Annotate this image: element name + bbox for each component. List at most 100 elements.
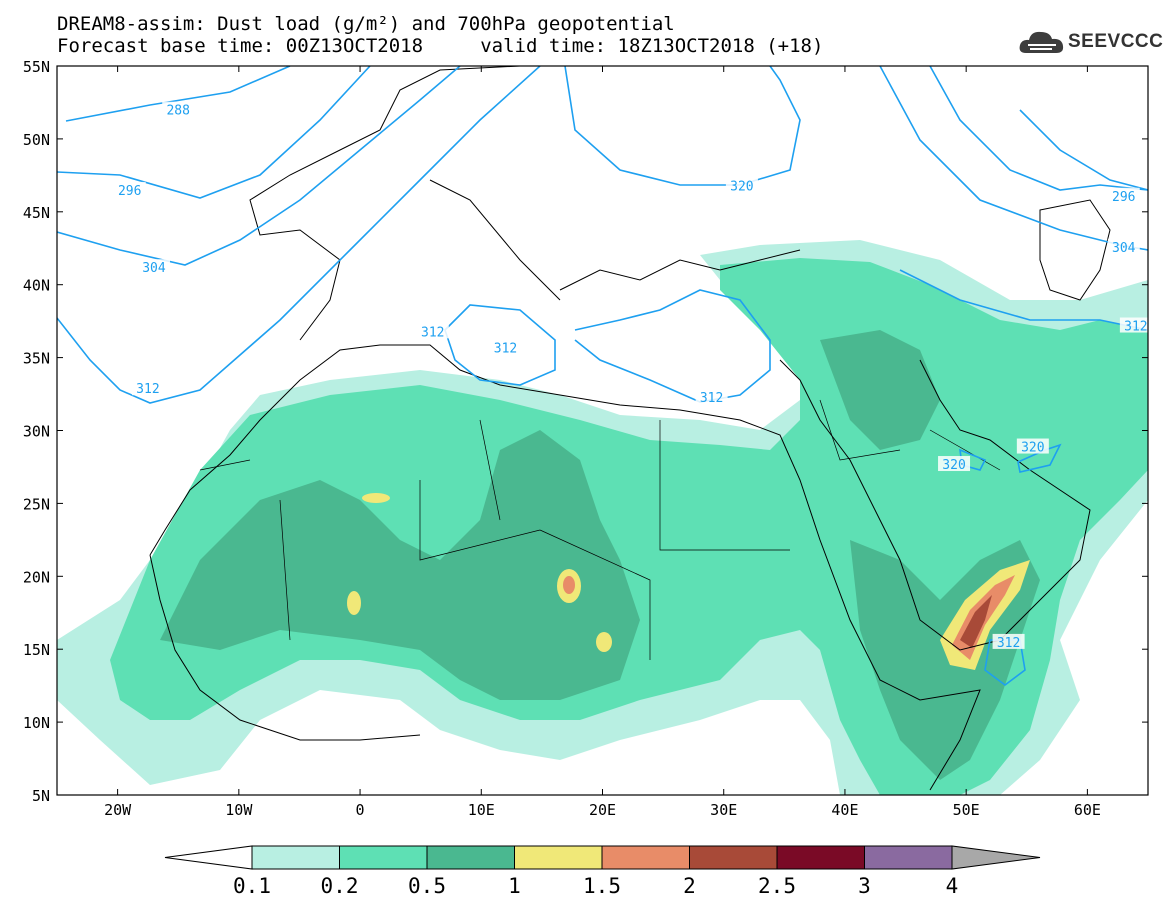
colorbar-label: 2 bbox=[683, 874, 696, 898]
cloud-icon bbox=[1019, 31, 1064, 53]
forecast-time-line: Forecast base time: 00Z13OCT2018 valid t… bbox=[57, 35, 824, 57]
contour-label: 320 bbox=[942, 458, 965, 473]
contour-label-bg bbox=[695, 388, 728, 404]
lon-label: 20E bbox=[589, 801, 616, 819]
contour-line bbox=[57, 66, 461, 266]
contour-label-bg bbox=[489, 339, 522, 355]
geopotential-contours bbox=[57, 66, 1148, 686]
contour-label-bg bbox=[1107, 187, 1140, 203]
colorbar-labels: 0.1 0.2 0.5 1 1.5 2 2.5 3 4 bbox=[233, 874, 958, 898]
lon-label: 0 bbox=[356, 801, 365, 819]
contour-label: 312 bbox=[421, 325, 444, 340]
lat-label: 5N bbox=[32, 787, 50, 805]
colorbar-swatch bbox=[514, 845, 603, 870]
contour-line bbox=[574, 289, 771, 403]
contour-label: 312 bbox=[700, 391, 723, 406]
contour-line bbox=[57, 66, 371, 199]
dust-fill-layer bbox=[57, 240, 1148, 795]
lon-label: 40E bbox=[831, 801, 858, 819]
dust-hotspot-orange bbox=[563, 576, 575, 594]
contour-label-bg bbox=[1107, 238, 1140, 254]
contour-label-bg bbox=[1119, 317, 1152, 333]
contour-label-bg bbox=[113, 181, 146, 197]
coastline-arabia bbox=[779, 359, 1091, 651]
colorbar-swatch bbox=[864, 845, 953, 870]
lat-label: 55N bbox=[23, 58, 50, 76]
lon-label: 60E bbox=[1074, 801, 1101, 819]
coastline-caspian bbox=[1039, 199, 1111, 301]
contour-label-bg bbox=[131, 380, 164, 396]
lon-label: 20W bbox=[104, 801, 132, 819]
contour-label-bg bbox=[1016, 438, 1049, 454]
colorbar-label: 1.5 bbox=[583, 874, 621, 898]
contour-line bbox=[57, 66, 541, 404]
contour-label: 312 bbox=[1124, 320, 1147, 335]
colorbar-swatches bbox=[164, 845, 1041, 870]
lat-label: 30N bbox=[23, 423, 50, 441]
contour-label: 296 bbox=[118, 184, 141, 199]
seevccc-logo: SEEVCCC bbox=[1018, 27, 1163, 57]
lat-label: 50N bbox=[23, 131, 50, 149]
lon-label: 30E bbox=[710, 801, 737, 819]
dust-region-dark bbox=[160, 430, 640, 700]
coastline-west-africa bbox=[149, 554, 421, 741]
lon-label: 10E bbox=[468, 801, 495, 819]
axis-ticks bbox=[57, 65, 1148, 796]
colorbar-over-arrow bbox=[951, 845, 1041, 870]
contour-label: 320 bbox=[1021, 441, 1044, 456]
contour-label: 312 bbox=[997, 636, 1020, 651]
dust-hotspot-yellow bbox=[347, 591, 361, 615]
colorbar-label: 3 bbox=[858, 874, 871, 898]
contour-line bbox=[1019, 109, 1148, 191]
map-title: DREAM8-assim: Dust load (g/m²) and 700hP… bbox=[57, 13, 675, 35]
lon-label: 50E bbox=[953, 801, 980, 819]
lat-label: 20N bbox=[23, 568, 50, 586]
colorbar-label: 4 bbox=[946, 874, 959, 898]
logo-text: SEEVCCC bbox=[1068, 31, 1164, 52]
contour-line bbox=[899, 269, 1148, 331]
colorbar-swatch bbox=[251, 845, 340, 870]
lat-label: 40N bbox=[23, 277, 50, 295]
colorbar-label: 0.5 bbox=[408, 874, 446, 898]
colorbar-swatch bbox=[601, 845, 690, 870]
dust-hotspot-yellow bbox=[362, 493, 390, 503]
colorbar-label: 0.2 bbox=[321, 874, 359, 898]
colorbar-swatch bbox=[776, 845, 865, 870]
colorbar-label: 0.1 bbox=[233, 874, 271, 898]
contour-label-bg bbox=[725, 177, 758, 193]
contour-line bbox=[929, 66, 1148, 191]
lat-label: 45N bbox=[23, 204, 50, 222]
contour-label: 312 bbox=[136, 382, 159, 397]
latitude-labels: 55N 50N 45N 40N 35N 30N 25N 20N 15N 10N 5N bbox=[23, 58, 50, 805]
contour-label: 288 bbox=[166, 104, 189, 119]
lat-label: 35N bbox=[23, 350, 50, 368]
dust-hotspot-yellow bbox=[596, 632, 612, 652]
contour-label-bg bbox=[416, 323, 449, 339]
contour-label: 304 bbox=[1112, 241, 1136, 256]
contour-labels: 288 296 304 312 312 312 312 320 320 320 312 296 304 3… bbox=[113, 101, 1152, 651]
contour-label-bg bbox=[992, 633, 1025, 649]
longitude-labels: 20W 10W 0 10E 20E 30E 40E 50E 60E bbox=[104, 801, 1101, 819]
contour-label-bg bbox=[137, 259, 170, 275]
lat-label: 25N bbox=[23, 495, 50, 513]
colorbar-swatch bbox=[426, 845, 515, 870]
border-line bbox=[199, 399, 1001, 660]
coastlines bbox=[149, 66, 1111, 791]
lat-label: 15N bbox=[23, 641, 50, 659]
contour-label-bg bbox=[938, 456, 971, 472]
lon-label: 10W bbox=[225, 801, 253, 819]
coastline-africa bbox=[149, 344, 981, 791]
colorbar-under-arrow bbox=[164, 845, 253, 870]
contour-label: 296 bbox=[1112, 190, 1135, 205]
dust-region-dark bbox=[820, 330, 940, 450]
contour-line bbox=[65, 66, 291, 122]
contour-label-bg bbox=[162, 101, 195, 117]
contour-line bbox=[444, 304, 556, 386]
colorbar-label: 1 bbox=[508, 874, 521, 898]
colorbar-swatch bbox=[689, 845, 778, 870]
contour-label: 312 bbox=[494, 341, 517, 356]
coastline-europe bbox=[249, 66, 801, 341]
lat-label: 10N bbox=[23, 714, 50, 732]
